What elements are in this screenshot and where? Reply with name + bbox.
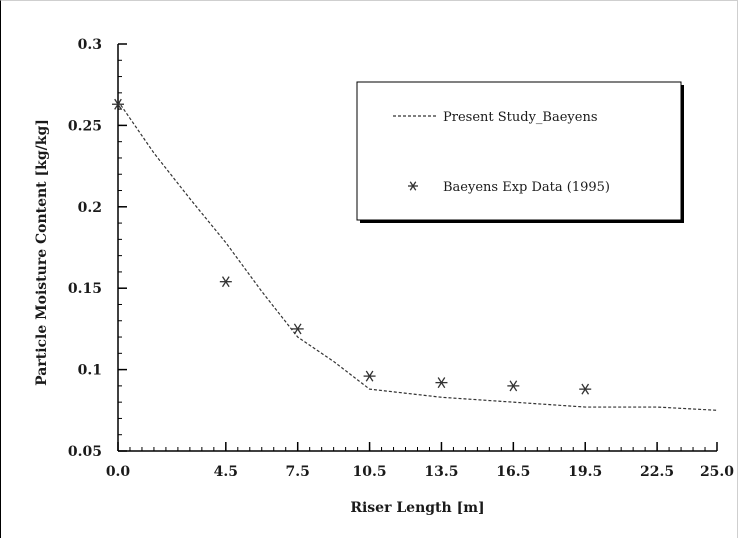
x-tick-label: 0.0 xyxy=(106,464,131,480)
x-tick-label: 19.5 xyxy=(568,464,602,480)
x-tick-label: 22.5 xyxy=(640,464,674,480)
data-point-baeyens-exp xyxy=(579,383,592,395)
marker-stroke xyxy=(365,370,374,382)
y-tick-label: 0.2 xyxy=(78,200,102,216)
x-axis-title: Riser Length [m] xyxy=(350,500,484,516)
legend-swatch-baeyens-exp xyxy=(408,181,418,191)
y-tick-label: 0.3 xyxy=(78,37,102,53)
data-point-baeyens-exp xyxy=(363,370,376,382)
data-point-baeyens-exp xyxy=(435,377,448,389)
series-line-present-study xyxy=(117,100,718,411)
y-tick-label: 0.1 xyxy=(78,363,102,379)
y-tick-label: 0.15 xyxy=(68,281,102,297)
marker-stroke xyxy=(293,323,302,335)
x-tick-label: 13.5 xyxy=(424,464,458,480)
y-tick-label: 0.25 xyxy=(68,118,102,134)
legend: Present Study_Baeyens Baeyens Exp Data (1… xyxy=(356,81,684,223)
x-tick-label: 10.5 xyxy=(353,464,387,480)
marker-stroke xyxy=(581,383,590,395)
y-tick-label: 0.05 xyxy=(68,444,102,460)
marker-stroke xyxy=(437,377,446,389)
series xyxy=(112,98,718,411)
data-point-baeyens-exp xyxy=(219,276,232,288)
y-axis-title: Particle Moisture Content [kg/kg] xyxy=(34,119,50,386)
axes: 0.05 0.1 0.15 0.2 0.25 0.3 0.0 4.5 7.5 10.5 13.5 16… xyxy=(34,37,734,516)
legend-label-present-study: Present Study_Baeyens xyxy=(443,110,598,125)
marker-stroke xyxy=(221,276,230,288)
marker-stroke xyxy=(409,181,417,191)
x-tick-label: 7.5 xyxy=(286,464,310,480)
data-point-baeyens-exp xyxy=(112,98,124,110)
legend-label-baeyens-exp: Baeyens Exp Data (1995) xyxy=(443,180,610,195)
x-tick-label: 25.0 xyxy=(700,464,734,480)
marker-stroke xyxy=(114,98,122,110)
x-tick-label: 16.5 xyxy=(496,464,530,480)
data-point-baeyens-exp xyxy=(507,380,520,392)
x-tick-label: 4.5 xyxy=(214,464,238,480)
data-point-baeyens-exp xyxy=(291,323,304,335)
marker-stroke xyxy=(509,380,518,392)
legend-box xyxy=(356,81,682,221)
